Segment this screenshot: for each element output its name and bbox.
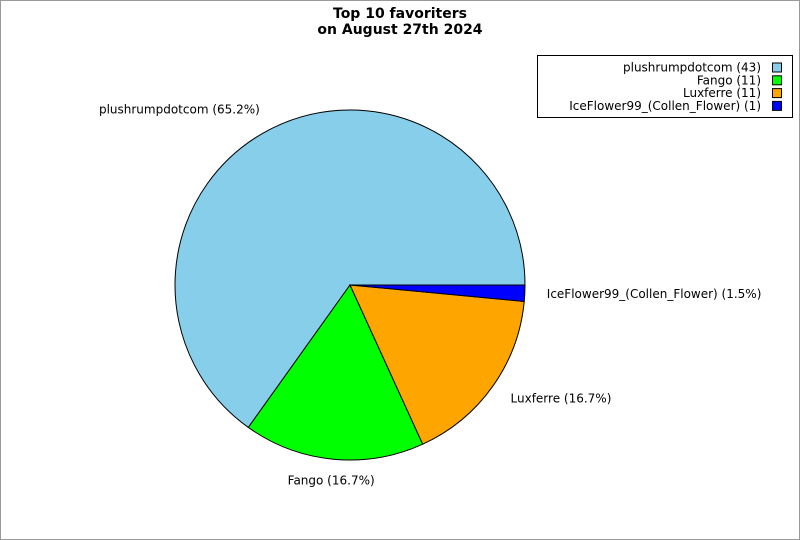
chart-title: Top 10 favoriters bbox=[333, 6, 467, 22]
slice-label: Luxferre (16.7%) bbox=[511, 392, 612, 406]
slice-label: Fango (16.7%) bbox=[288, 474, 375, 488]
pie-slice bbox=[349, 284, 526, 302]
legend-swatch bbox=[772, 75, 782, 86]
slice-label: plushrumpdotcom (65.2%) bbox=[99, 102, 260, 116]
pie-slice bbox=[174, 109, 526, 429]
slice-label: IceFlower99_(Collen_Flower) (1.5%) bbox=[547, 287, 762, 301]
legend-swatch bbox=[772, 88, 782, 99]
legend-box bbox=[537, 55, 793, 118]
legend-label: Fango (11) bbox=[697, 73, 761, 87]
pie-slice bbox=[247, 284, 424, 461]
legend-swatch bbox=[772, 100, 782, 111]
pie-slice bbox=[349, 284, 525, 445]
legend-label: IceFlower99_(Collen_Flower) (1) bbox=[569, 99, 761, 113]
legend-label: Luxferre (11) bbox=[683, 86, 761, 100]
legend-label: plushrumpdotcom (43) bbox=[623, 61, 761, 75]
chart-title: on August 27th 2024 bbox=[317, 22, 482, 38]
legend-swatch bbox=[772, 62, 782, 73]
